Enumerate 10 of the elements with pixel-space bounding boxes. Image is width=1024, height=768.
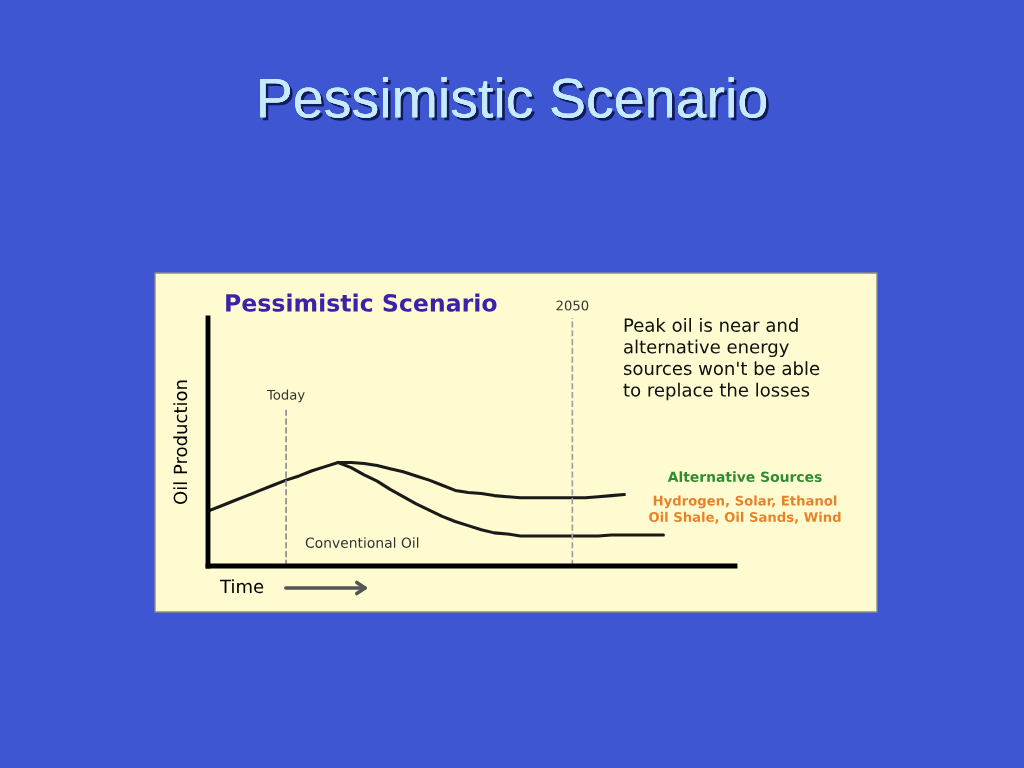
text: Peak oil is near and alternative energy sources won't be able to replace the losses [623,318,820,401]
x-axis-title: Time [219,579,264,594]
chart-title: Pessimistic Scenario [260,77,769,121]
text: Conventional Oil [305,537,419,548]
text: Today [266,389,305,403]
annotation: Alternative Sources [667,471,822,483]
text: 2050 [556,300,589,311]
chart-subtitle: Pessimistic Scenario [226,293,497,312]
annotation: Hydrogen, Solar, Ethanol Oil Shale, Oil Sands, Wind [649,495,841,524]
y-axis-title: Oil Production [173,380,188,505]
